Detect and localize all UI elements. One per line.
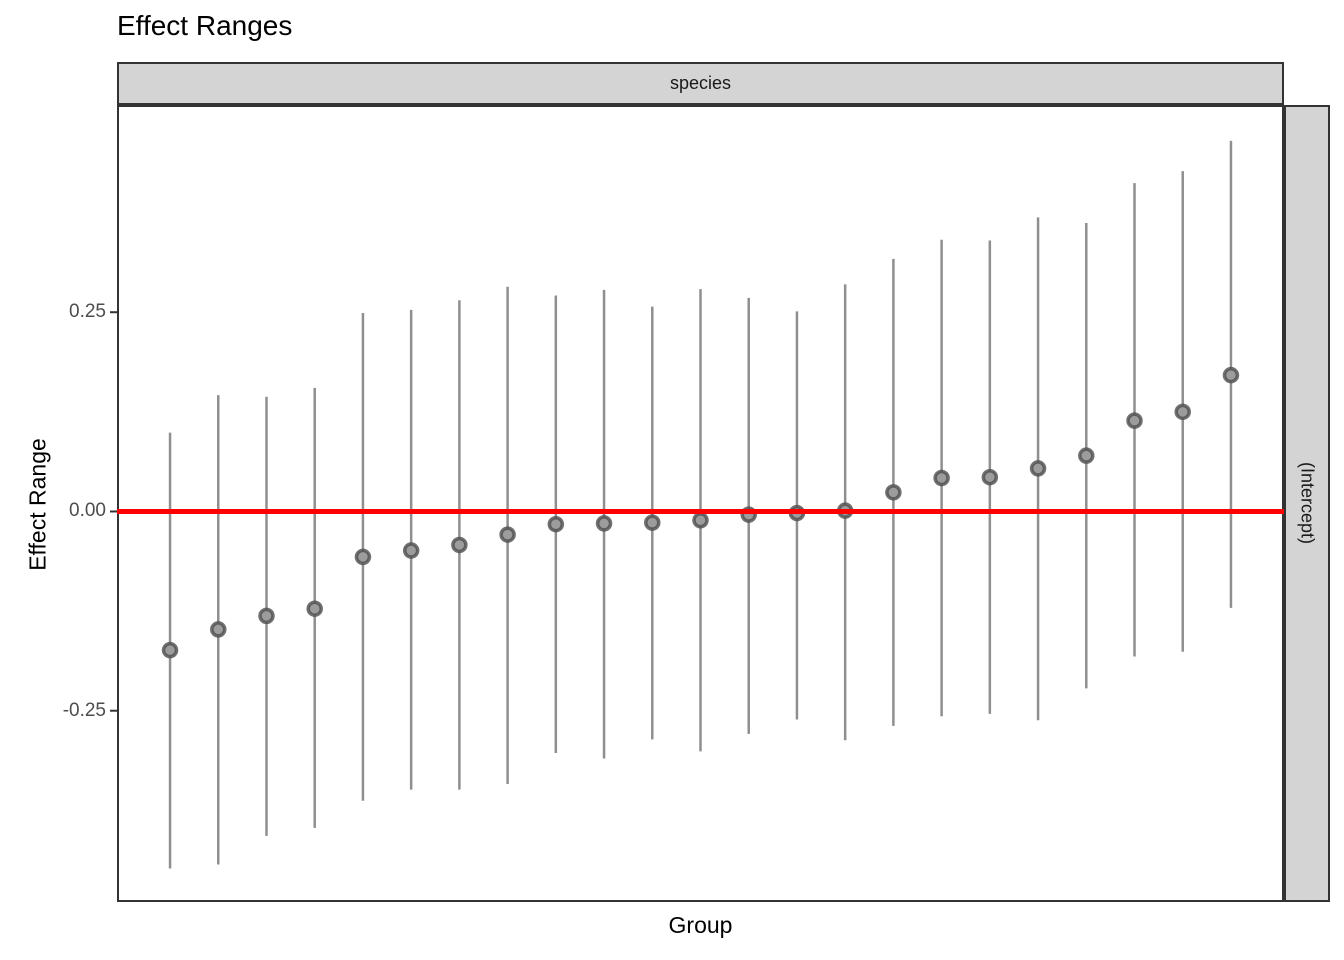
point-estimate	[1222, 366, 1240, 384]
point-estimate	[354, 548, 372, 566]
point-estimate	[595, 515, 613, 532]
point-estimate	[644, 514, 661, 531]
point-estimate	[1174, 403, 1191, 421]
point-estimate	[499, 526, 516, 543]
point-estimate	[258, 607, 275, 625]
point-estimate	[210, 621, 227, 638]
point-estimate	[451, 536, 468, 554]
point-estimate	[161, 641, 179, 659]
x-axis-title: Group	[668, 912, 733, 938]
plot-panel	[117, 105, 1284, 902]
facet-strip-right-label: (Intercept)	[1297, 462, 1318, 545]
facet-strip-top: species	[117, 62, 1284, 105]
point-estimate	[306, 600, 323, 617]
point-estimate	[547, 515, 565, 533]
y-tick-label: 0.00	[69, 500, 106, 522]
y-tick-label: 0.25	[69, 301, 106, 323]
point-estimate	[933, 469, 950, 487]
point-estimate	[1029, 460, 1047, 477]
point-estimate	[1126, 412, 1143, 429]
facet-strip-top-label: species	[669, 73, 732, 93]
facet-strip-right: (Intercept)	[1284, 105, 1330, 902]
point-estimate	[981, 468, 999, 486]
point-estimate	[402, 542, 420, 559]
point-estimate	[1078, 447, 1095, 464]
y-tick-label: -0.25	[62, 699, 106, 721]
point-estimate	[692, 511, 709, 529]
point-estimate	[885, 484, 902, 501]
plot-title: Effect Ranges	[117, 10, 293, 41]
